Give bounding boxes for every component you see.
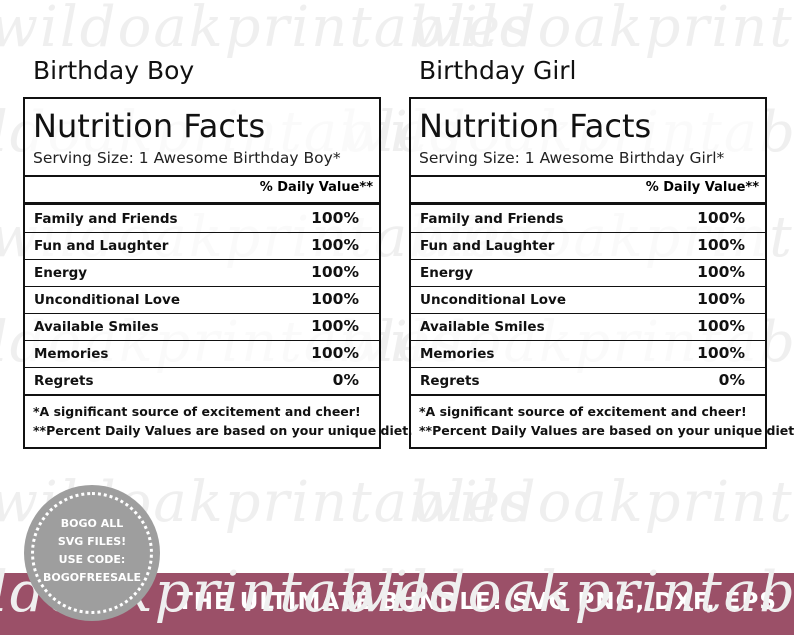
nutrient-name: Regrets: [34, 373, 94, 389]
footnote: *A significant source of excitement and …: [419, 404, 747, 419]
nutrient-name: Available Smiles: [420, 319, 545, 335]
badge-text: USE CODE:: [58, 553, 126, 566]
nutrient-value: 100%: [697, 263, 745, 281]
label-title: Birthday Boy: [33, 56, 195, 85]
divider: [25, 202, 379, 205]
label-heading: Nutrition Facts: [419, 107, 652, 145]
row-divider: [25, 286, 379, 287]
nutrient-value: 100%: [697, 236, 745, 254]
watermark: wildoakprintables: [0, 0, 533, 60]
nutrient-name: Fun and Laughter: [34, 238, 169, 254]
nutrient-value: 100%: [311, 317, 359, 335]
nutrient-value: 100%: [697, 344, 745, 362]
badge-border: [31, 492, 153, 614]
nutrient-value: 100%: [311, 209, 359, 227]
nutrient-value: 100%: [697, 209, 745, 227]
nutrient-name: Memories: [420, 346, 495, 362]
divider: [411, 202, 765, 205]
label-heading: Nutrition Facts: [33, 107, 266, 145]
row-divider: [411, 286, 765, 287]
nutrition-label: Nutrition Facts Serving Size: 1 Awesome B…: [409, 97, 794, 449]
nutrition-label: Nutrition Facts Serving Size: 1 Awesome B…: [23, 97, 413, 449]
nutrient-value: 0%: [718, 371, 745, 389]
nutrient-value: 100%: [311, 290, 359, 308]
nutrient-name: Unconditional Love: [420, 292, 566, 308]
nutrient-name: Available Smiles: [34, 319, 159, 335]
watermark: wildoakprintables: [410, 0, 794, 60]
row-divider: [25, 232, 379, 233]
nutrient-value: 0%: [332, 371, 359, 389]
row-divider: [411, 367, 765, 368]
row-divider: [25, 313, 379, 314]
nutrient-name: Memories: [34, 346, 109, 362]
badge-text: BOGOFREESALE: [42, 571, 142, 584]
divider: [25, 175, 379, 177]
row-divider: [411, 340, 765, 341]
nutrient-name: Family and Friends: [420, 211, 564, 227]
nutrient-value: 100%: [311, 236, 359, 254]
row-divider: [411, 394, 765, 396]
daily-value-header: % Daily Value**: [645, 180, 759, 195]
nutrient-value: 100%: [311, 344, 359, 362]
badge-text: SVG FILES!: [57, 535, 127, 548]
watermark: wildoakprintables: [340, 560, 794, 625]
nutrient-value: 100%: [311, 263, 359, 281]
footnote: **Percent Daily Values are based on your…: [419, 423, 794, 438]
row-divider: [25, 259, 379, 260]
nutrient-name: Fun and Laughter: [420, 238, 555, 254]
serving-size: Serving Size: 1 Awesome Birthday Boy*: [33, 149, 341, 167]
nutrient-name: Energy: [420, 265, 474, 281]
row-divider: [25, 367, 379, 368]
divider: [411, 175, 765, 177]
row-divider: [25, 340, 379, 341]
nutrient-name: Unconditional Love: [34, 292, 180, 308]
row-divider: [411, 232, 765, 233]
nutrient-value: 100%: [697, 317, 745, 335]
nutrient-value: 100%: [697, 290, 745, 308]
nutrient-name: Family and Friends: [34, 211, 178, 227]
badge-text: BOGO ALL: [60, 517, 124, 530]
banner-text: THE ULTIMATE BUNDLE! SVG PNG, DXF, EPS: [177, 589, 777, 615]
row-divider: [25, 394, 379, 396]
serving-size: Serving Size: 1 Awesome Birthday Girl*: [419, 149, 725, 167]
watermark: wildoakprintables: [410, 470, 794, 535]
daily-value-header: % Daily Value**: [259, 180, 373, 195]
footnote: **Percent Daily Values are based on your…: [33, 423, 413, 438]
nutrient-name: Regrets: [420, 373, 480, 389]
footnote: *A significant source of excitement and …: [33, 404, 361, 419]
promo-badge: BOGO ALL SVG FILES! USE CODE: BOGOFREESALE: [24, 485, 160, 621]
label-title: Birthday Girl: [419, 56, 577, 85]
nutrient-name: Energy: [34, 265, 88, 281]
row-divider: [411, 259, 765, 260]
row-divider: [411, 313, 765, 314]
